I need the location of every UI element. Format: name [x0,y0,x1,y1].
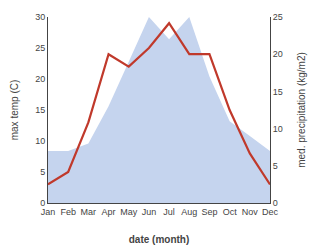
svg-text:5: 5 [273,161,278,171]
svg-text:Mar: Mar [81,207,97,217]
svg-text:20: 20 [273,49,283,59]
svg-text:15: 15 [35,105,45,115]
svg-text:May: May [120,207,138,217]
svg-text:Feb: Feb [60,207,76,217]
svg-text:30: 30 [35,12,45,22]
svg-text:20: 20 [35,74,45,84]
svg-text:15: 15 [273,87,283,97]
svg-text:max temp (C): max temp (C) [9,80,20,141]
svg-text:25: 25 [35,43,45,53]
svg-text:Dec: Dec [262,207,279,217]
svg-text:Aug: Aug [181,207,197,217]
svg-text:5: 5 [40,167,45,177]
svg-text:10: 10 [273,124,283,134]
svg-text:Jul: Jul [163,207,175,217]
svg-text:date (month): date (month) [129,234,190,245]
svg-text:0: 0 [40,198,45,208]
svg-text:med. precipitation (kg/m2): med. precipitation (kg/m2) [296,52,307,168]
svg-text:0: 0 [273,198,278,208]
svg-text:Oct: Oct [223,207,238,217]
svg-text:25: 25 [273,12,283,22]
svg-text:Jan: Jan [41,207,56,217]
svg-text:Sep: Sep [201,207,217,217]
svg-text:Apr: Apr [102,207,116,217]
svg-text:Nov: Nov [242,207,259,217]
svg-text:10: 10 [35,136,45,146]
svg-text:Jun: Jun [142,207,157,217]
